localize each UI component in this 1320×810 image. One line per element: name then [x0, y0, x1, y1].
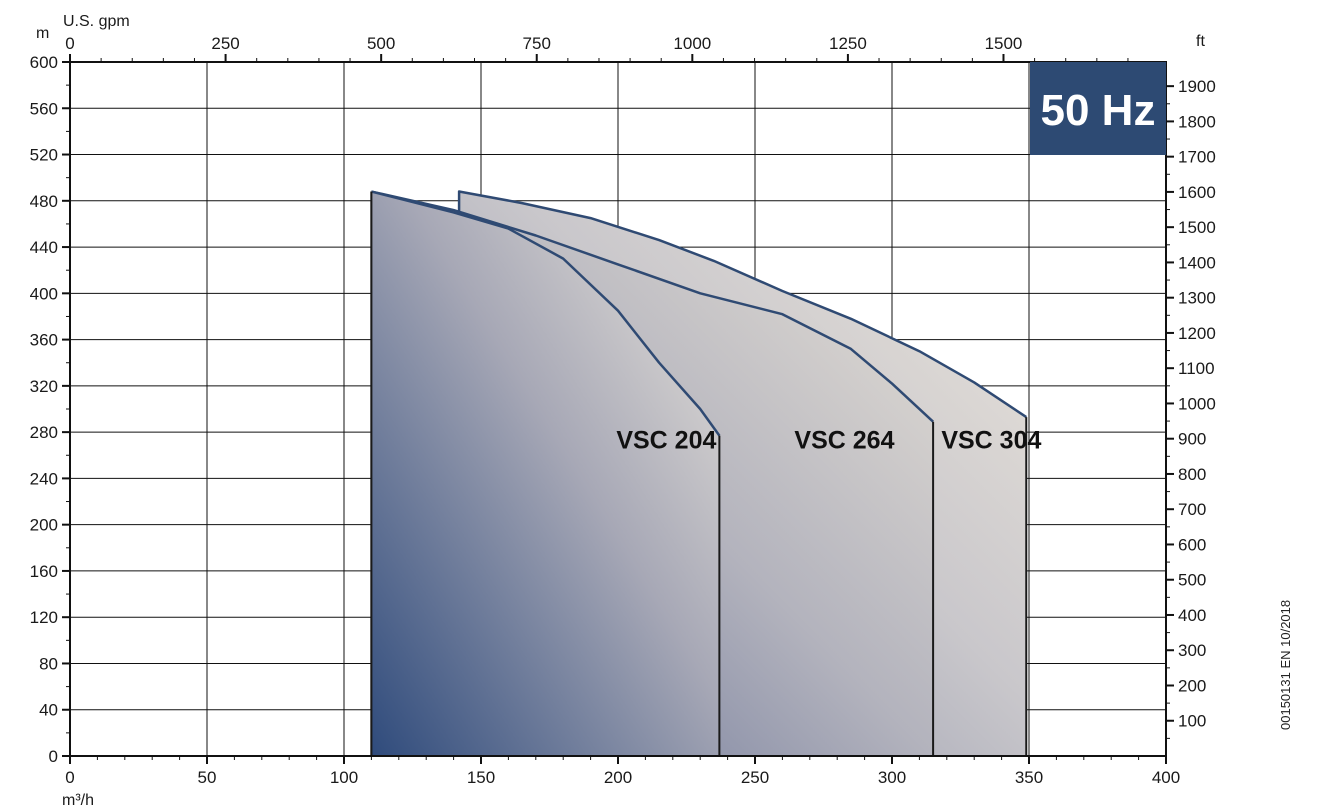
top-x-axis-tick-label: 750 — [523, 34, 551, 53]
y-axis-tick-label: 0 — [49, 747, 58, 766]
operating-ranges — [370, 190, 1028, 756]
top-x-axis-tick-label: 0 — [65, 34, 74, 53]
x-axis-tick-label: 0 — [65, 768, 74, 787]
series-label-vsc-304: VSC 304 — [941, 426, 1041, 454]
y-axis-tick-label: 600 — [30, 53, 58, 72]
right-y-axis-tick-label: 1700 — [1178, 148, 1216, 167]
top-x-axis-unit-label: U.S. gpm — [63, 13, 130, 30]
right-y-axis-tick-label: 1400 — [1178, 253, 1216, 272]
right-y-axis-tick-label: 500 — [1178, 571, 1206, 590]
right-y-axis-tick-label: 1900 — [1178, 77, 1216, 96]
series-label-vsc-264: VSC 264 — [794, 426, 894, 454]
curve-vsc-304 — [457, 190, 1027, 419]
x-axis-tick-label: 50 — [198, 768, 217, 787]
y-axis-unit-label: m — [36, 25, 49, 42]
right-y-axis-tick-label: 1300 — [1178, 289, 1216, 308]
x-axis-tick-label: 400 — [1152, 768, 1180, 787]
x-axis-tick-label: 250 — [741, 768, 769, 787]
y-axis-tick-label: 160 — [30, 562, 58, 581]
top-x-axis-tick-label: 250 — [211, 34, 239, 53]
axis-tick-labels: VSC 304 VSC 264 VSC 204 0 50 100 150 200 250 300 3… — [30, 34, 1216, 787]
right-y-axis-tick-label: 1800 — [1178, 112, 1216, 131]
y-axis-tick-label: 480 — [30, 192, 58, 211]
document-code: 00150131 EN 10/2018 — [1278, 600, 1293, 730]
right-y-axis-tick-label: 400 — [1178, 606, 1206, 625]
x-axis-tick-label: 350 — [1015, 768, 1043, 787]
top-x-axis-tick-label: 1500 — [985, 34, 1023, 53]
area-vsc-204 — [371, 191, 720, 756]
y-axis-tick-label: 280 — [30, 423, 58, 442]
right-y-axis-tick-label: 100 — [1178, 712, 1206, 731]
y-axis-tick-label: 320 — [30, 377, 58, 396]
right-y-axis-tick-label: 700 — [1178, 500, 1206, 519]
right-y-axis-tick-label: 900 — [1178, 430, 1206, 449]
right-y-axis-unit-label: ft — [1196, 33, 1205, 50]
right-y-axis-tick-label: 1200 — [1178, 324, 1216, 343]
y-axis-tick-label: 80 — [39, 654, 58, 673]
frequency-badge-text: 50 Hz — [1041, 86, 1156, 135]
right-y-axis-tick-label: 800 — [1178, 465, 1206, 484]
x-axis-unit-label: m³/h — [62, 792, 94, 809]
x-axis-tick-label: 200 — [604, 768, 632, 787]
top-x-axis-tick-label: 1250 — [829, 34, 867, 53]
y-axis-tick-label: 200 — [30, 516, 58, 535]
curve-vsc-264 — [371, 190, 934, 423]
x-axis-tick-label: 100 — [330, 768, 358, 787]
right-y-axis-tick-label: 1600 — [1178, 183, 1216, 202]
x-axis-tick-label: 300 — [878, 768, 906, 787]
right-y-axis-tick-label: 600 — [1178, 535, 1206, 554]
y-axis-tick-label: 400 — [30, 284, 58, 303]
top-x-axis-tick-label: 500 — [367, 34, 395, 53]
curve-vsc-204 — [371, 190, 721, 437]
right-y-axis-tick-label: 1000 — [1178, 394, 1216, 413]
right-y-axis-tick-label: 1100 — [1178, 359, 1215, 378]
frequency-badge-background — [1030, 62, 1166, 155]
series-label-vsc-204: VSC 204 — [616, 426, 716, 454]
frequency-badge: 50 Hz — [1030, 62, 1166, 155]
x-axis-tick-label: 150 — [467, 768, 495, 787]
right-y-axis-tick-label: 200 — [1178, 676, 1206, 695]
axis-ticks — [62, 54, 1174, 764]
y-axis-tick-label: 240 — [30, 469, 58, 488]
top-x-axis-tick-label: 1000 — [673, 34, 711, 53]
right-y-axis-tick-label: 1500 — [1178, 218, 1216, 237]
right-y-axis-tick-label: 300 — [1178, 641, 1206, 660]
y-axis-tick-label: 360 — [30, 331, 58, 350]
y-axis-tick-label: 560 — [30, 99, 58, 118]
y-axis-tick-label: 120 — [30, 608, 58, 627]
y-axis-tick-label: 40 — [39, 701, 58, 720]
y-axis-tick-label: 520 — [30, 146, 58, 165]
y-axis-tick-label: 440 — [30, 238, 58, 257]
